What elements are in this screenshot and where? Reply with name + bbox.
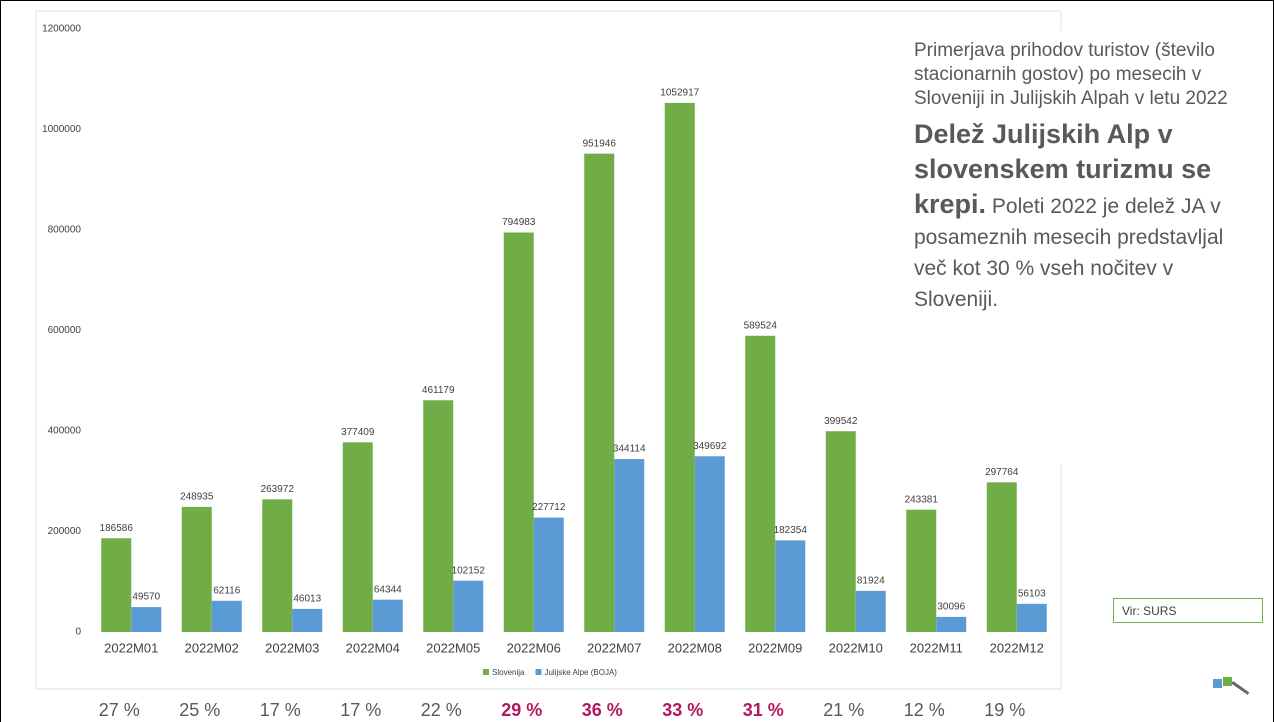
bar — [936, 616, 967, 632]
data-label: 951946 — [583, 138, 617, 149]
share-label: 12 % — [903, 700, 945, 720]
bar — [614, 459, 645, 632]
bar — [101, 538, 132, 632]
share-label: 21 % — [823, 700, 865, 720]
data-label: 1052917 — [660, 88, 699, 99]
bar — [292, 608, 323, 632]
y-tick-label: 1000000 — [42, 124, 81, 135]
data-label: 186586 — [100, 523, 134, 534]
y-tick-label: 600000 — [48, 325, 82, 336]
bar — [584, 153, 615, 632]
x-tick-label: 2022M07 — [587, 640, 641, 655]
source: Vir: SURS — [1113, 598, 1263, 623]
bar — [1016, 603, 1047, 632]
bar — [181, 506, 212, 632]
data-label: 81924 — [857, 575, 885, 586]
data-label: 461179 — [422, 385, 455, 396]
data-label: 227712 — [532, 502, 566, 513]
y-tick-label: 1200000 — [42, 24, 81, 35]
data-label: 102152 — [452, 565, 486, 576]
bar — [775, 540, 806, 632]
share-label: 22 % — [420, 700, 462, 720]
x-tick-label: 2022M03 — [265, 640, 319, 655]
legend-swatch — [535, 669, 542, 675]
x-tick-label: 2022M01 — [104, 640, 158, 655]
x-tick-label: 2022M02 — [185, 640, 239, 655]
bar — [906, 509, 937, 632]
bar — [211, 600, 242, 632]
x-tick-label: 2022M09 — [748, 640, 802, 655]
y-tick-label: 800000 — [48, 225, 82, 236]
subtitle: Primerjava prihodov turistov (število st… — [914, 40, 1228, 109]
share-label: 36 % — [581, 700, 623, 720]
share-label: 31 % — [742, 700, 784, 720]
data-label: 49570 — [132, 592, 160, 603]
share-label: 19 % — [984, 700, 1026, 720]
y-tick-label: 200000 — [48, 526, 82, 537]
legend-label: Julijske Alpe (BOJA) — [544, 668, 617, 677]
bar — [372, 599, 403, 632]
data-label: 794983 — [502, 217, 536, 228]
share-label: 27 % — [98, 700, 140, 720]
share-label: 25 % — [179, 700, 221, 720]
bar — [694, 456, 725, 632]
text-box: Primerjava prihodov turistov (število st… — [906, 31, 1261, 464]
data-label: 349692 — [693, 441, 727, 452]
data-label: 297764 — [985, 467, 1019, 478]
data-label: 30096 — [937, 602, 965, 613]
y-tick-label: 400000 — [48, 426, 82, 437]
bar — [664, 102, 695, 633]
data-label: 243381 — [905, 494, 939, 505]
shares: 27 % 25 % 17 % 17 % 22 % 29 % 36 % 33 % 31 % 21 %… — [1, 700, 1273, 722]
bar — [342, 442, 373, 632]
share-label: 29 % — [501, 700, 543, 720]
x-tick-label: 2022M08 — [668, 640, 722, 655]
data-label: 56103 — [1018, 588, 1046, 599]
data-label: 46013 — [293, 594, 321, 605]
share-label: 17 % — [259, 700, 301, 720]
data-label: 263972 — [261, 484, 295, 495]
y-tick-label: 0 — [75, 627, 81, 638]
bar — [825, 431, 856, 632]
data-label: 64344 — [374, 584, 402, 595]
x-tick-label: 2022M06 — [507, 640, 561, 655]
x-tick-label: 2022M05 — [426, 640, 480, 655]
bar — [453, 580, 484, 632]
bar — [745, 335, 776, 632]
bar — [855, 590, 886, 632]
data-label: 377409 — [341, 427, 375, 438]
bar — [262, 499, 293, 632]
bar — [986, 482, 1017, 632]
data-label: 62116 — [213, 585, 241, 596]
x-tick-label: 2022M12 — [990, 640, 1044, 655]
logo — [1213, 677, 1250, 695]
data-label: 589524 — [744, 320, 778, 331]
share-label: 17 % — [340, 700, 382, 720]
x-tick-label: 2022M11 — [910, 640, 963, 655]
x-tick-label: 2022M10 — [829, 640, 883, 655]
data-label: 399542 — [824, 416, 858, 427]
bar — [533, 517, 564, 632]
body: Delež Julijskih Alp v slovenskem turizmu… — [914, 117, 1261, 315]
x-tick-label: 2022M04 — [346, 640, 400, 655]
headline: Delež Julijskih Alp v slovenskem turizmu… — [914, 119, 1212, 219]
bar — [423, 400, 454, 632]
text: Poleti 2022 je delež JA v posameznih mes… — [914, 195, 1224, 311]
data-label: 248935 — [180, 492, 214, 503]
bar — [131, 607, 162, 632]
legend-swatch — [483, 669, 489, 675]
legend-label: Slovenija — [492, 668, 525, 677]
bar — [503, 232, 534, 632]
share-label: 33 % — [662, 700, 704, 720]
data-label: 182354 — [774, 525, 808, 536]
data-label: 344114 — [613, 444, 646, 455]
